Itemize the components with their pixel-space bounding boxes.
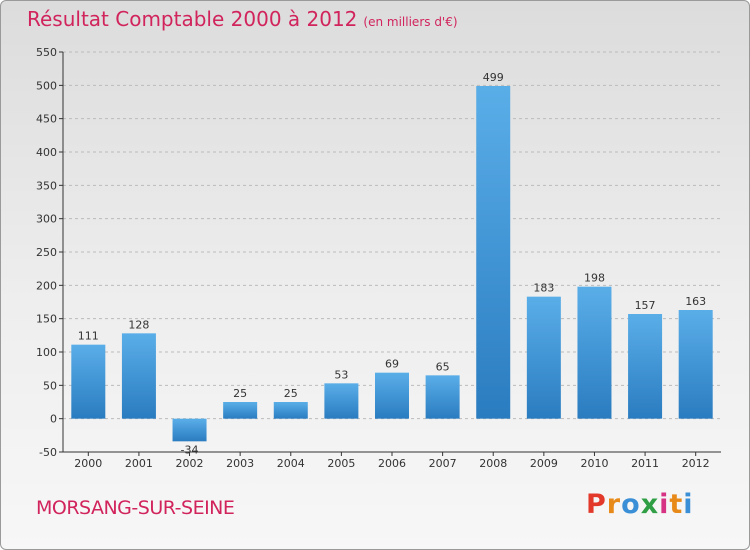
- x-tick-label: 2012: [682, 457, 710, 470]
- bar: [476, 86, 511, 419]
- bar: [425, 375, 460, 419]
- bar: [628, 314, 663, 419]
- data-label: 111: [78, 330, 99, 343]
- y-tick-label: 350: [36, 179, 57, 192]
- x-tick-label: 2008: [479, 457, 507, 470]
- x-tick-label: 2011: [631, 457, 659, 470]
- logo-letter: P: [586, 489, 607, 520]
- x-tick-label: 2001: [125, 457, 153, 470]
- bar: [375, 372, 409, 419]
- bar: [324, 383, 359, 419]
- x-tick-label: 2009: [530, 457, 558, 470]
- brand-logo: Proxiti: [586, 489, 694, 520]
- y-tick-label: 250: [36, 246, 57, 259]
- x-tick-label: 2005: [327, 457, 355, 470]
- data-label: 69: [385, 358, 399, 371]
- commune-name: MORSANG-SUR-SEINE: [36, 497, 235, 519]
- data-label: 25: [233, 387, 247, 400]
- y-tick-label: 550: [36, 46, 57, 59]
- x-tick-label: 2010: [580, 457, 608, 470]
- data-label: 183: [533, 282, 554, 295]
- x-tick-label: 2003: [226, 457, 254, 470]
- data-label: 25: [284, 387, 298, 400]
- chart-subtitle: (en milliers d'€): [363, 15, 458, 29]
- axes: [59, 51, 721, 456]
- x-tick-label: 2006: [378, 457, 406, 470]
- y-tick-label: 100: [36, 346, 57, 359]
- x-tick-label: 2002: [176, 457, 204, 470]
- data-label: 128: [128, 318, 149, 331]
- bar: [526, 296, 561, 419]
- bar: [678, 310, 713, 419]
- y-tick-label: 150: [36, 313, 57, 326]
- bar: [223, 402, 258, 419]
- bar: [577, 286, 612, 419]
- data-label: 198: [584, 272, 605, 285]
- chart-title: Résultat Comptable 2000 à 2012 (en millie…: [27, 7, 458, 31]
- logo-letter: o: [621, 489, 641, 520]
- data-label: 163: [685, 295, 706, 308]
- x-tick-label: 2004: [277, 457, 305, 470]
- bars: [71, 86, 713, 442]
- bar: [273, 402, 308, 419]
- x-tick-label: 2000: [74, 457, 102, 470]
- bar: [121, 333, 156, 419]
- bar: [71, 344, 106, 419]
- data-label: 65: [436, 360, 450, 373]
- x-tick-label: 2007: [429, 457, 457, 470]
- logo-letter: t: [669, 489, 684, 520]
- data-label: 499: [483, 71, 504, 84]
- data-label: -34: [181, 443, 199, 456]
- y-tick-label: 300: [36, 213, 57, 226]
- y-tick-label: 400: [36, 146, 57, 159]
- y-tick-label: 0: [50, 413, 57, 426]
- bar: [172, 418, 207, 442]
- data-label: 157: [635, 299, 656, 312]
- logo-letter: r: [606, 489, 622, 520]
- logo-letter: i: [659, 489, 670, 520]
- data-label: 53: [334, 368, 348, 381]
- chart-title-text: Résultat Comptable 2000 à 2012: [27, 7, 358, 31]
- y-tick-label: 50: [43, 379, 57, 392]
- y-tick-label: -50: [39, 446, 57, 459]
- logo-letter: i: [683, 489, 694, 520]
- y-tick-label: 200: [36, 279, 57, 292]
- logo-letter: x: [640, 489, 660, 520]
- y-tick-label: 450: [36, 113, 57, 126]
- y-tick-label: 500: [36, 79, 57, 92]
- labels: -50 0 50 100 150 200 250 300 350 400 450 500 550 2000…: [36, 46, 710, 470]
